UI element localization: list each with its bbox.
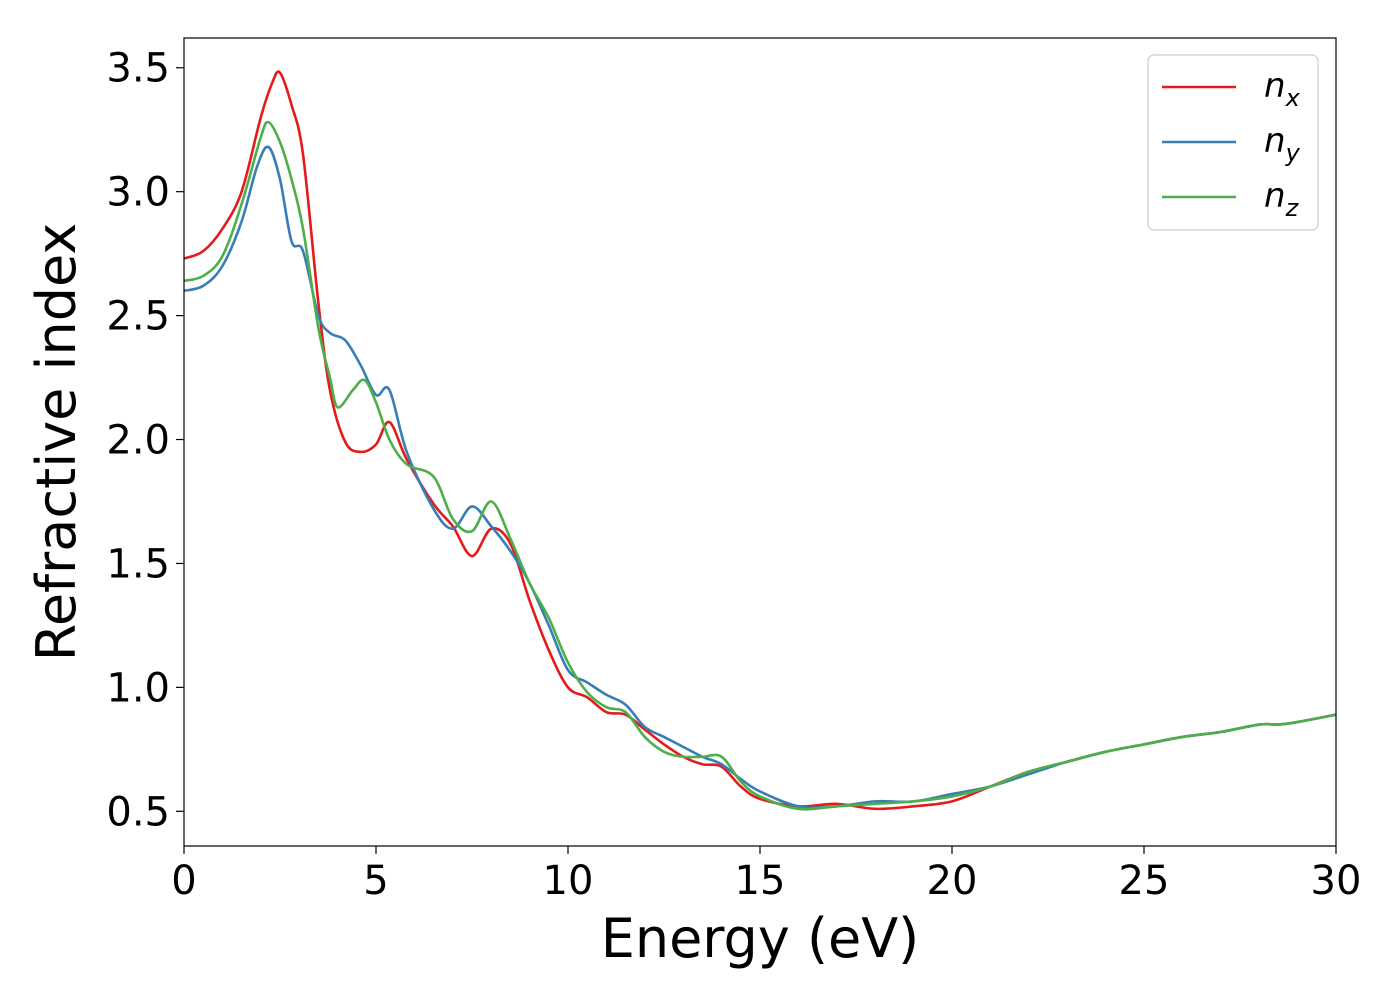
y-tick-label: 1.0 bbox=[106, 665, 170, 711]
x-axis-label: Energy (eV) bbox=[601, 907, 920, 970]
x-tick-label: 5 bbox=[363, 858, 388, 904]
x-tick-label: 20 bbox=[927, 858, 978, 904]
x-tick-label: 15 bbox=[735, 858, 786, 904]
series-layer bbox=[183, 70, 1337, 811]
y-tick-label: 0.5 bbox=[106, 789, 170, 835]
y-axis-label: Refractive index bbox=[25, 223, 88, 662]
x-tick-label: 10 bbox=[543, 858, 594, 904]
x-tick-label: 0 bbox=[171, 858, 196, 904]
x-tick-label: 30 bbox=[1311, 858, 1362, 904]
series-line-nz bbox=[183, 120, 1337, 811]
y-tick-label: 1.5 bbox=[106, 541, 170, 587]
y-axis: 0.5 1.0 1.5 2.0 2.5 3.0 3.5 bbox=[106, 46, 184, 835]
x-axis: 0 5 10 15 20 25 30 bbox=[171, 846, 1361, 904]
x-tick-label: 25 bbox=[1119, 858, 1170, 904]
y-tick-label: 2.0 bbox=[106, 418, 170, 464]
y-tick-label: 2.5 bbox=[106, 294, 170, 340]
y-tick-label: 3.0 bbox=[106, 170, 170, 216]
y-tick-label: 3.5 bbox=[106, 46, 170, 92]
